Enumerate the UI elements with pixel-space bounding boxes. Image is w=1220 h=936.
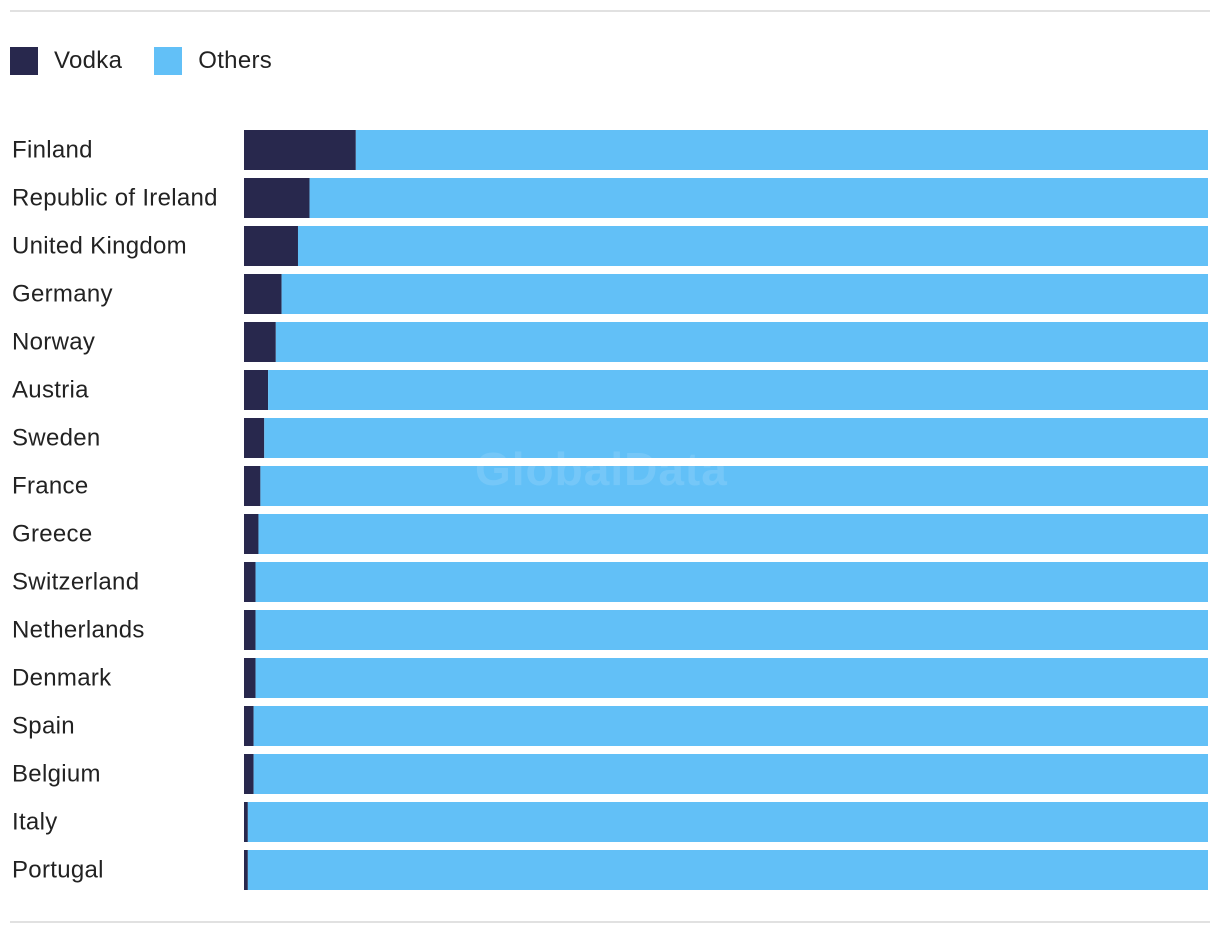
bar-segment-others[interactable] (253, 706, 1208, 746)
bar-segment-vodka[interactable] (244, 418, 265, 458)
category-label: Republic of Ireland (12, 185, 218, 212)
bar-row: United Kingdom (12, 226, 1208, 266)
bar-row: Greece (12, 514, 1209, 554)
bar-row: Italy (12, 802, 1208, 842)
category-label: Norway (12, 329, 95, 356)
bar-segment-vodka[interactable] (244, 370, 269, 410)
category-label: Denmark (12, 665, 112, 692)
bar-segment-others[interactable] (255, 658, 1208, 698)
category-label: Greece (12, 521, 93, 548)
bar-row: Spain (12, 706, 1208, 746)
category-label: Sweden (12, 425, 101, 452)
bar-segment-others[interactable] (247, 802, 1208, 842)
bar-segment-others[interactable] (355, 130, 1209, 170)
bar-segment-vodka[interactable] (244, 130, 356, 170)
bar-segment-others[interactable] (275, 322, 1208, 362)
bar-segment-others[interactable] (255, 562, 1208, 602)
legend-item-others[interactable]: Others (154, 47, 272, 75)
bar-segment-vodka[interactable] (244, 802, 248, 842)
bar-segment-vodka[interactable] (244, 226, 298, 266)
bar-segment-others[interactable] (268, 370, 1209, 410)
bar-segment-vodka[interactable] (244, 610, 256, 650)
top-divider (10, 10, 1210, 12)
bar-segment-others[interactable] (247, 850, 1208, 890)
category-label: France (12, 473, 89, 500)
bar-segment-others[interactable] (297, 226, 1208, 266)
bar-row: Netherlands (12, 610, 1208, 650)
bar-row: Austria (12, 370, 1209, 410)
legend-swatch-vodka (10, 47, 38, 75)
legend-item-vodka[interactable]: Vodka (10, 47, 122, 75)
bar-segment-others[interactable] (309, 178, 1208, 218)
category-label: Belgium (12, 761, 101, 788)
bar-segment-vodka[interactable] (244, 466, 261, 506)
bar-segment-vodka[interactable] (244, 178, 310, 218)
bar-row: Republic of Ireland (12, 178, 1208, 218)
bar-row: Germany (12, 274, 1208, 314)
bar-segment-vodka[interactable] (244, 274, 282, 314)
category-label: Austria (12, 377, 89, 404)
category-label: Spain (12, 713, 75, 740)
legend-swatch-others (154, 47, 183, 75)
bar-segment-others[interactable] (258, 514, 1209, 554)
bar-segment-others[interactable] (264, 418, 1208, 458)
bar-row: Belgium (12, 754, 1208, 794)
bar-row: France (12, 466, 1208, 506)
bar-segment-vodka[interactable] (244, 850, 248, 890)
bar-row: Norway (12, 322, 1208, 362)
legend-label-others: Others (198, 47, 273, 74)
bar-segment-vodka[interactable] (244, 754, 254, 794)
bar-segment-others[interactable] (255, 610, 1208, 650)
bottom-divider (10, 921, 1210, 923)
bar-row: Sweden (12, 418, 1208, 458)
category-label: Switzerland (12, 569, 139, 596)
bar-row: Denmark (12, 658, 1208, 698)
category-label: Germany (12, 281, 113, 308)
bar-row: Portugal (12, 850, 1208, 890)
bar-segment-others[interactable] (253, 754, 1208, 794)
category-label: United Kingdom (12, 233, 187, 260)
chart-legend: Vodka Others (10, 45, 304, 77)
legend-label-vodka: Vodka (54, 47, 123, 74)
category-label: Portugal (12, 857, 104, 884)
bar-segment-vodka[interactable] (244, 514, 259, 554)
category-label: Netherlands (12, 617, 145, 644)
bar-segment-others[interactable] (260, 466, 1208, 506)
category-label: Italy (12, 809, 58, 836)
bar-segment-vodka[interactable] (244, 658, 256, 698)
bar-segment-vodka[interactable] (244, 322, 276, 362)
bar-segment-vodka[interactable] (244, 706, 254, 746)
bar-segment-others[interactable] (281, 274, 1208, 314)
bar-row: Switzerland (12, 562, 1208, 602)
bar-segment-vodka[interactable] (244, 562, 256, 602)
category-label: Finland (12, 137, 93, 164)
bar-row: Finland (12, 130, 1209, 170)
